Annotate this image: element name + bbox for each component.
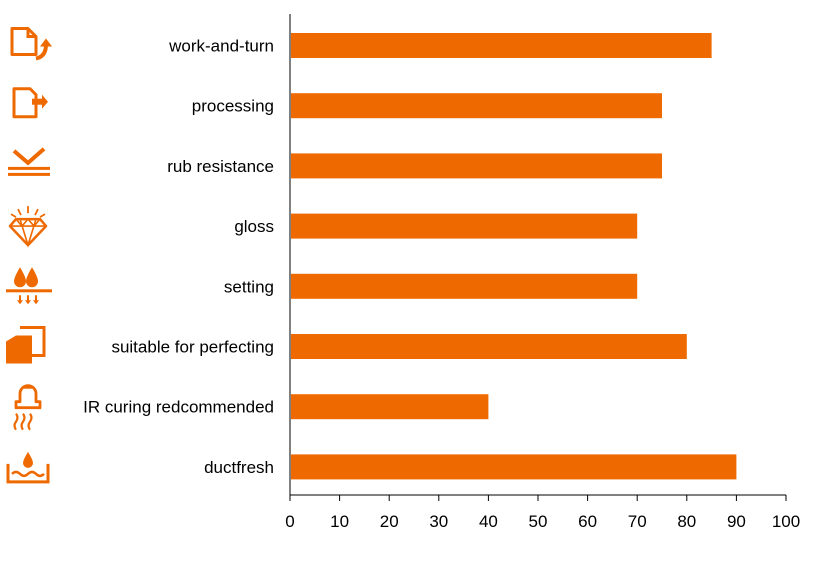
x-tick-label: 60 xyxy=(578,512,597,531)
category-label: rub resistance xyxy=(167,157,274,176)
category-label: IR curing redcommended xyxy=(83,398,274,417)
bar xyxy=(291,153,662,179)
bar xyxy=(291,33,712,58)
document-out-icon xyxy=(12,87,48,119)
document-flip-icon xyxy=(10,27,52,61)
category-label: processing xyxy=(192,97,274,116)
bar xyxy=(291,394,489,420)
x-tick-label: 10 xyxy=(330,512,349,531)
x-tick-label: 40 xyxy=(479,512,498,531)
x-tick-label: 70 xyxy=(628,512,647,531)
category-label: setting xyxy=(224,277,274,296)
bar xyxy=(291,273,638,299)
x-tick-label: 30 xyxy=(429,512,448,531)
bar xyxy=(291,334,687,359)
x-tick-label: 90 xyxy=(727,512,746,531)
ductfresh-icon xyxy=(6,451,50,484)
x-tick-label: 50 xyxy=(529,512,548,531)
category-label: gloss xyxy=(234,217,274,236)
ir-lamp-icon xyxy=(13,384,42,431)
category-label: suitable for perfecting xyxy=(111,338,274,357)
x-tick-label: 100 xyxy=(772,512,800,531)
drops-setting-icon xyxy=(6,267,52,305)
x-tick-label: 80 xyxy=(677,512,696,531)
diamond-icon xyxy=(8,206,48,248)
perfecting-sheets-icon xyxy=(6,326,46,364)
rub-resistance-icon xyxy=(8,147,50,176)
x-tick-label: 0 xyxy=(285,512,294,531)
bar xyxy=(291,213,638,239)
x-tick-label: 20 xyxy=(380,512,399,531)
category-label: ductfresh xyxy=(204,458,274,477)
bar xyxy=(291,93,662,119)
bar xyxy=(291,454,737,480)
category-label: work-and-turn xyxy=(168,37,274,56)
